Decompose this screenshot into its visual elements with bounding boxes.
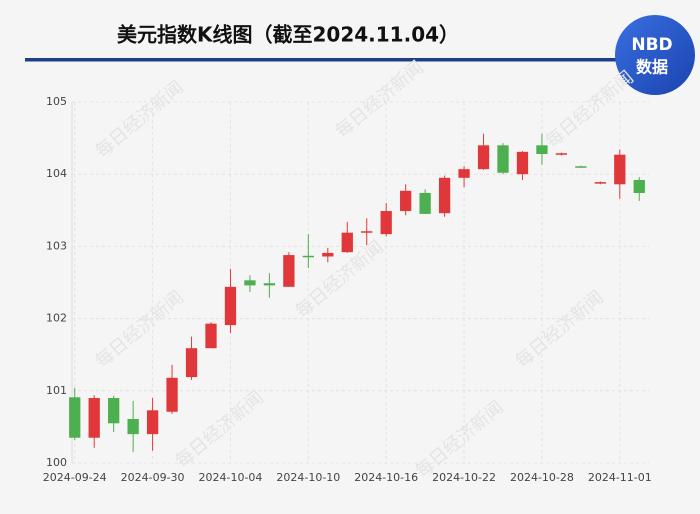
x-tick-label: 2024-09-24 [43,471,107,484]
y-tick-label: 104 [46,167,67,180]
candle-body [438,177,451,214]
candle-body [477,145,490,170]
title-rule [25,58,622,62]
candle-body [594,182,606,184]
candle-body [458,169,470,178]
candle-body [341,232,353,253]
candle-body [205,323,217,349]
candle-body [516,151,529,175]
y-tick-label: 100 [46,456,67,469]
logo-bottom: 数据 [636,58,668,77]
x-tick-label: 2024-10-10 [276,471,340,484]
candle-body [69,397,81,438]
x-tick-label: 2024-11-01 [588,471,652,484]
candle-body [108,398,120,424]
candle-body [614,154,626,185]
x-tick-label: 2024-10-16 [354,471,418,484]
x-tick-label: 2024-10-04 [198,471,262,484]
candle-body [146,410,159,435]
candle-body [419,192,431,214]
candle-body [185,348,198,378]
logo-top: NBD [631,35,672,55]
candle-body [127,418,139,435]
y-tick-label: 103 [46,239,67,252]
candle-body [361,231,373,233]
logo [615,15,695,95]
x-tick-label: 2024-09-30 [121,471,185,484]
candle-body [555,153,568,155]
candle-body [263,283,276,286]
candle-body [400,190,412,212]
candle-body [283,255,295,287]
y-tick-label: 102 [46,312,67,325]
candle-body [633,179,645,193]
candle-body [244,280,256,286]
y-tick-label: 105 [46,95,67,108]
candle-body [536,145,548,154]
x-tick-label: 2024-10-22 [432,471,496,484]
candle-body [166,377,178,412]
y-tick-label: 101 [46,384,67,397]
candle-body [380,211,392,235]
candle-body [302,255,314,258]
candle-body [497,145,509,173]
chart-title: 美元指数K线图（截至2024.11.04） [117,23,459,47]
candle-body [322,252,334,257]
candle-body [575,166,587,168]
candle-body [224,286,237,326]
x-tick-label: 2024-10-28 [510,471,574,484]
candle-body [88,398,100,438]
